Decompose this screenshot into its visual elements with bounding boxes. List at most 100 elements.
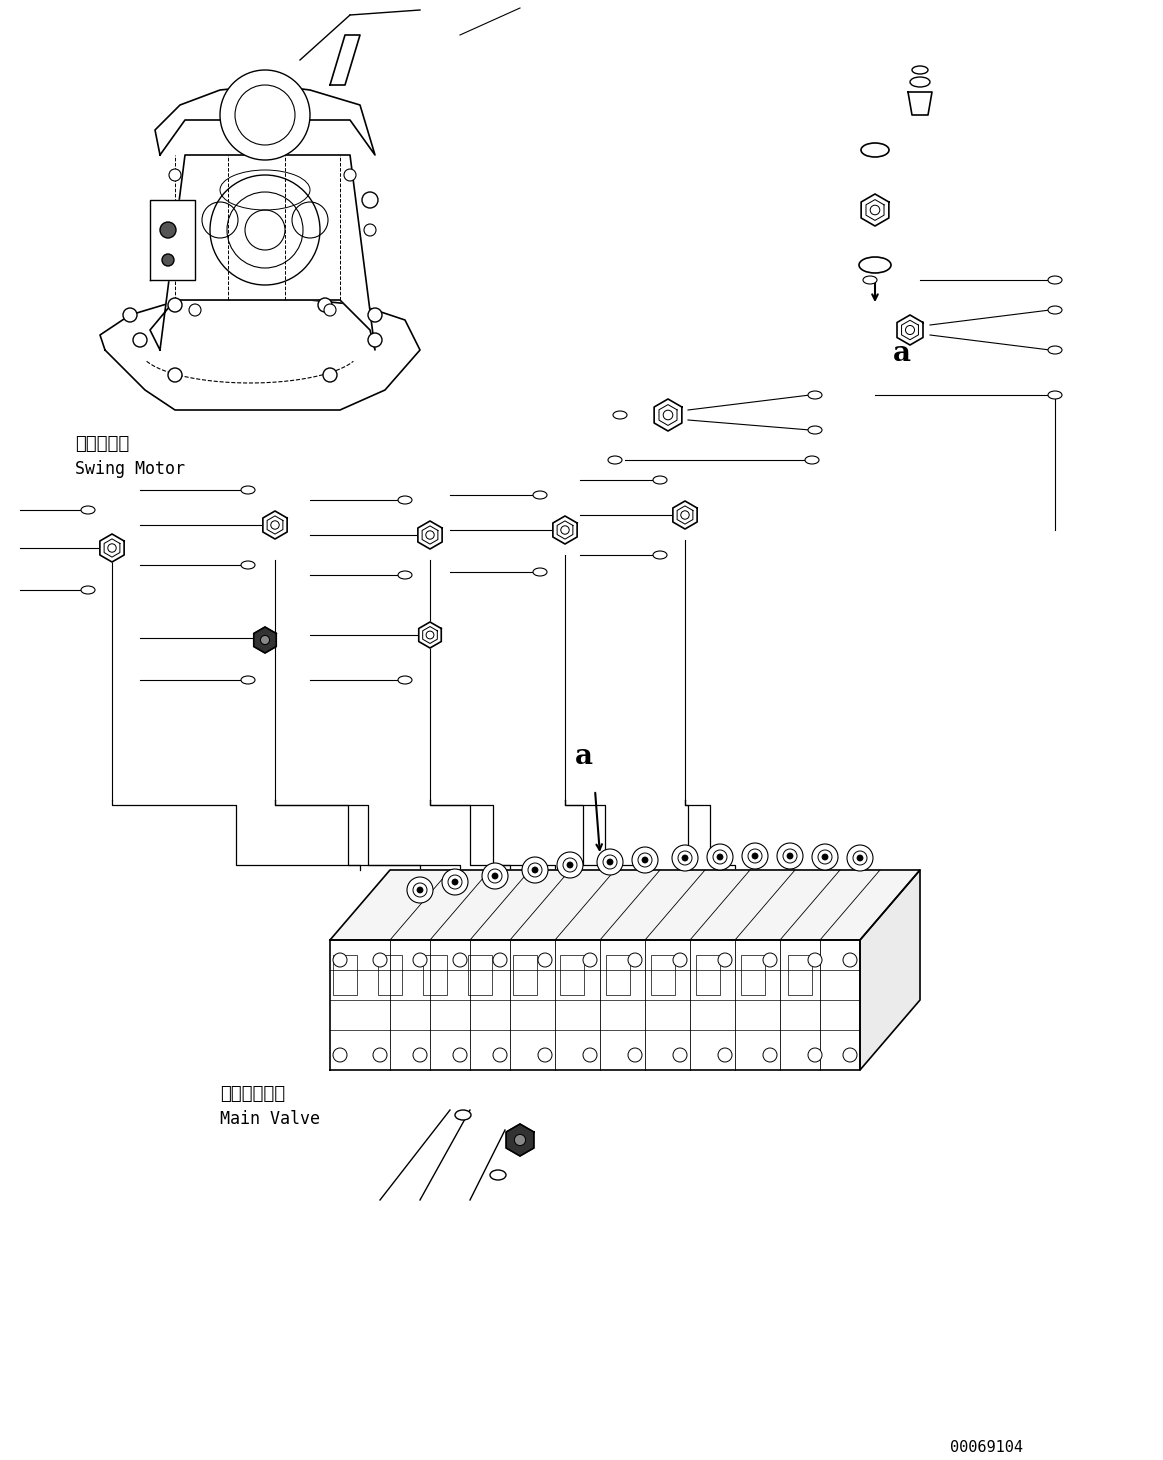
Ellipse shape (533, 568, 547, 577)
Circle shape (418, 888, 423, 894)
Ellipse shape (81, 507, 95, 514)
Ellipse shape (455, 1110, 471, 1120)
Ellipse shape (909, 77, 930, 88)
Ellipse shape (808, 426, 822, 434)
Circle shape (607, 858, 613, 864)
Polygon shape (419, 622, 441, 648)
Circle shape (220, 70, 311, 161)
Circle shape (413, 1048, 427, 1061)
Circle shape (190, 304, 201, 315)
Circle shape (362, 193, 378, 207)
Ellipse shape (808, 391, 822, 399)
Bar (378, 955, 402, 996)
Bar (333, 955, 357, 996)
Circle shape (133, 333, 147, 347)
Circle shape (672, 845, 698, 872)
Circle shape (514, 1134, 526, 1146)
Circle shape (333, 953, 347, 967)
Ellipse shape (805, 456, 819, 464)
Circle shape (583, 1048, 597, 1061)
Circle shape (368, 308, 381, 323)
Text: a: a (893, 340, 911, 366)
Polygon shape (897, 315, 923, 345)
Polygon shape (908, 92, 932, 115)
Circle shape (752, 853, 758, 858)
Ellipse shape (398, 496, 412, 504)
Circle shape (407, 877, 433, 902)
Polygon shape (100, 299, 420, 410)
Polygon shape (150, 200, 195, 280)
Polygon shape (330, 870, 920, 940)
Circle shape (568, 861, 573, 869)
Circle shape (442, 869, 468, 895)
Text: a: a (575, 743, 593, 769)
Polygon shape (506, 1124, 534, 1156)
Circle shape (169, 169, 181, 181)
Circle shape (628, 953, 642, 967)
Circle shape (261, 635, 270, 644)
Circle shape (364, 223, 376, 237)
Circle shape (628, 1048, 642, 1061)
Circle shape (167, 298, 181, 312)
Circle shape (454, 953, 468, 967)
Circle shape (632, 847, 658, 873)
Ellipse shape (861, 143, 889, 158)
Circle shape (777, 842, 802, 869)
Circle shape (673, 953, 687, 967)
Polygon shape (263, 511, 287, 539)
Circle shape (538, 1048, 552, 1061)
Circle shape (344, 169, 356, 181)
Ellipse shape (241, 486, 255, 493)
Bar (789, 955, 812, 996)
Text: Main Valve: Main Valve (220, 1110, 320, 1129)
Circle shape (843, 953, 857, 967)
Circle shape (857, 856, 863, 861)
Circle shape (413, 953, 427, 967)
Circle shape (368, 333, 381, 347)
Ellipse shape (652, 476, 668, 485)
Ellipse shape (241, 676, 255, 683)
Ellipse shape (652, 550, 668, 559)
Circle shape (481, 863, 508, 889)
Circle shape (522, 857, 548, 883)
Circle shape (718, 854, 723, 860)
Bar (695, 955, 720, 996)
Circle shape (167, 368, 181, 383)
Circle shape (493, 1048, 507, 1061)
Polygon shape (100, 534, 124, 562)
Polygon shape (673, 501, 697, 529)
Circle shape (843, 1048, 857, 1061)
Circle shape (763, 1048, 777, 1061)
Polygon shape (254, 626, 277, 653)
Circle shape (538, 953, 552, 967)
Circle shape (718, 1048, 732, 1061)
Circle shape (763, 953, 777, 967)
Circle shape (673, 1048, 687, 1061)
Circle shape (160, 222, 176, 238)
Polygon shape (155, 85, 374, 155)
Circle shape (718, 953, 732, 967)
Circle shape (812, 844, 839, 870)
Circle shape (808, 953, 822, 967)
Circle shape (324, 304, 336, 315)
Circle shape (557, 853, 583, 877)
Circle shape (492, 873, 498, 879)
Bar (741, 955, 765, 996)
Ellipse shape (398, 676, 412, 683)
Circle shape (531, 867, 538, 873)
Circle shape (493, 953, 507, 967)
Circle shape (323, 368, 337, 383)
Bar (606, 955, 630, 996)
Circle shape (123, 308, 137, 323)
Circle shape (682, 856, 688, 861)
Ellipse shape (398, 571, 412, 580)
Text: Swing Motor: Swing Motor (74, 460, 185, 477)
Circle shape (847, 845, 873, 872)
Circle shape (742, 842, 768, 869)
Circle shape (583, 953, 597, 967)
Ellipse shape (81, 585, 95, 594)
Polygon shape (150, 155, 374, 350)
Circle shape (787, 853, 793, 858)
Polygon shape (654, 399, 682, 431)
Ellipse shape (1048, 391, 1062, 399)
